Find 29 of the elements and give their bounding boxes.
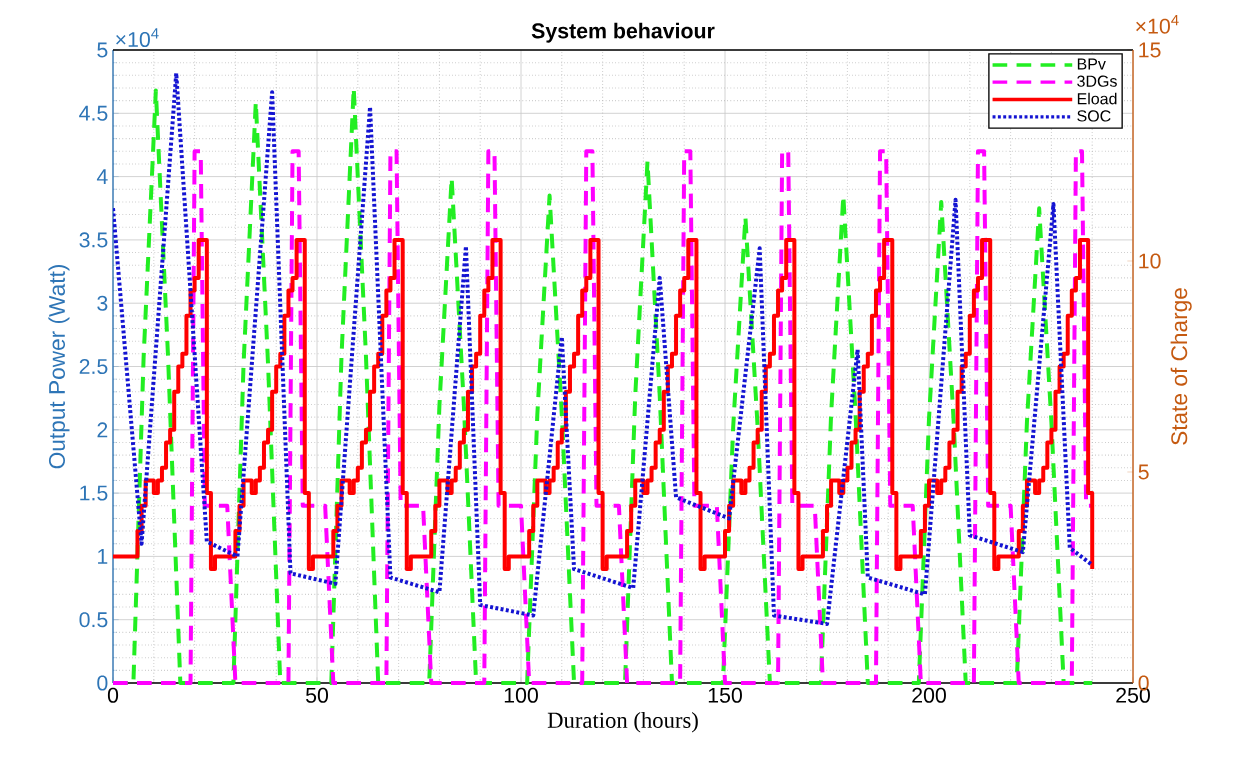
text: ×10$^{4}$ [116,28,159,48]
legend-label: SOC [1077,110,1111,122]
legend-label: BPv [1077,58,1106,70]
y-tick-label: 4.5 [79,105,108,121]
y-tick-label: 1.5 [80,485,108,501]
y-tick-label: 3.5 [79,232,108,248]
y2-axis-title: State of Charge [1170,288,1192,445]
text: ×10$^{4}$ [1136,14,1179,34]
y-tick-label: 2.5 [79,358,108,375]
y-tick-label: 5 [97,42,108,58]
y-tick-label: 0 [97,675,108,691]
y2-tick-label: 10 [1139,253,1161,269]
y-tick-label: 3 [97,295,108,311]
x-tick-label: 0 [107,687,119,703]
x-tick-label: 50 [306,687,329,703]
legend-label: Eload [1077,92,1117,105]
chart-title: System behaviour [531,22,715,43]
y-tick-label: 1 [98,549,108,564]
y2-tick-label: 5 [1138,464,1149,480]
y-tick-label: 2 [97,422,108,438]
legend-label: 3DGs [1077,75,1117,87]
y-tick-label: 0.5 [79,612,108,628]
y-axis-title: Output Power (Watt) [48,265,70,469]
y-tick-label: 4 [96,169,108,184]
x-tick-label: 200 [912,687,946,703]
x-axis-title: Duration (hours) [547,711,698,733]
x-tick-label: 100 [504,687,538,703]
x-tick-label: 150 [708,687,742,703]
y2-tick-label: 15 [1139,42,1161,58]
